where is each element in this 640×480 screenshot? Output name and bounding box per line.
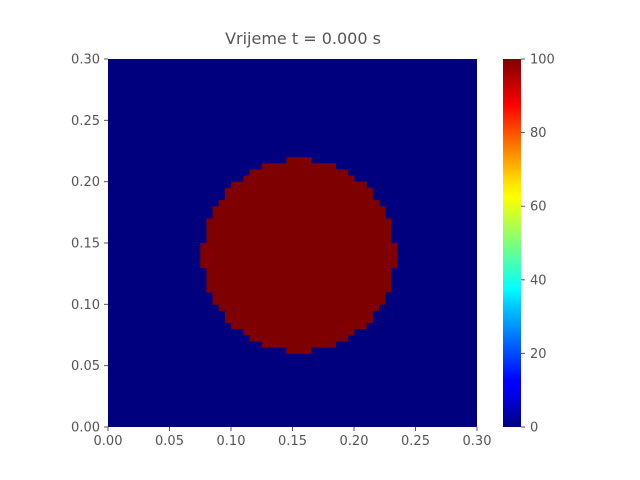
heatmap-cell-run bbox=[212, 292, 386, 299]
heatmap-cell-run bbox=[231, 181, 367, 189]
heatmap-cell-run bbox=[206, 279, 392, 287]
y-tick-label: 0.25 bbox=[71, 114, 100, 129]
x-tick-label: 0.00 bbox=[94, 434, 123, 449]
y-tick-label: 0.05 bbox=[71, 359, 100, 374]
heatmap-cell-run bbox=[212, 298, 386, 305]
heatmap-cell-run bbox=[200, 243, 398, 250]
heatmap-cell-run bbox=[231, 322, 367, 330]
heatmap-cell-run bbox=[218, 304, 379, 311]
heatmap-cell-run bbox=[224, 193, 373, 201]
heatmap-cell-run bbox=[249, 335, 349, 342]
heatmap-cell-run bbox=[206, 230, 392, 238]
plot-area bbox=[108, 59, 477, 427]
heatmap-cell-run bbox=[243, 175, 355, 183]
colorbar-tick-label: 100 bbox=[530, 53, 555, 68]
y-tick-label: 0.20 bbox=[71, 175, 100, 190]
x-tick-label: 0.30 bbox=[463, 434, 492, 449]
heatmap-cell-run bbox=[286, 347, 312, 354]
heatmap-cell-run bbox=[286, 157, 312, 164]
x-axis: 0.00 0.05 0.10 0.15 0.20 0.25 0.30 bbox=[94, 427, 492, 449]
heatmap-cell-run bbox=[218, 200, 379, 207]
heatmap-cell-run bbox=[261, 341, 336, 348]
x-tick-label: 0.05 bbox=[155, 434, 184, 449]
colorbar: 0 20 40 60 80 100 bbox=[503, 53, 555, 436]
y-tick-label: 0.00 bbox=[71, 421, 100, 436]
x-tick-label: 0.25 bbox=[401, 434, 430, 449]
y-axis: 0.00 0.05 0.10 0.15 0.20 0.25 0.30 bbox=[71, 53, 108, 436]
colorbar-gradient bbox=[503, 59, 521, 427]
heatmap-cell-run bbox=[206, 267, 392, 275]
x-tick-label: 0.20 bbox=[340, 434, 369, 449]
chart-title: Vrijeme t = 0.000 s bbox=[225, 29, 381, 48]
heatmap-cell-run bbox=[206, 285, 392, 293]
colorbar-tick-label: 20 bbox=[530, 347, 547, 362]
colorbar-tick-label: 80 bbox=[530, 126, 547, 141]
heatmap-cell-run bbox=[243, 328, 355, 336]
heatmap-cell-run bbox=[206, 218, 392, 225]
colorbar-tick-label: 40 bbox=[530, 273, 547, 288]
heatmap-cell-run bbox=[224, 316, 373, 324]
heatmap-cell-run bbox=[261, 163, 336, 170]
colorbar-tick-label: 60 bbox=[530, 200, 547, 215]
colorbar-ticks: 0 20 40 60 80 100 bbox=[521, 53, 555, 436]
heatmap-cell-run bbox=[206, 224, 392, 232]
heatmap-cell-run bbox=[212, 206, 386, 213]
y-tick-label: 0.10 bbox=[71, 298, 100, 313]
heatmap-cell-run bbox=[249, 169, 349, 176]
heatmap-cell-run bbox=[200, 261, 398, 268]
heatmap-cell-run bbox=[206, 236, 392, 244]
y-tick-label: 0.30 bbox=[71, 53, 100, 68]
heatmap-cell-run bbox=[212, 212, 386, 219]
y-tick-label: 0.15 bbox=[71, 237, 100, 252]
heatmap-cell-run bbox=[200, 249, 398, 256]
heatmap-cell-run bbox=[224, 187, 373, 195]
heatmap-cell-run bbox=[200, 255, 398, 262]
heatmap-cell-run bbox=[224, 310, 373, 317]
x-tick-label: 0.15 bbox=[278, 434, 307, 449]
colorbar-tick-label: 0 bbox=[530, 421, 538, 436]
heatmap-cell-run bbox=[206, 273, 392, 281]
x-tick-label: 0.10 bbox=[217, 434, 246, 449]
